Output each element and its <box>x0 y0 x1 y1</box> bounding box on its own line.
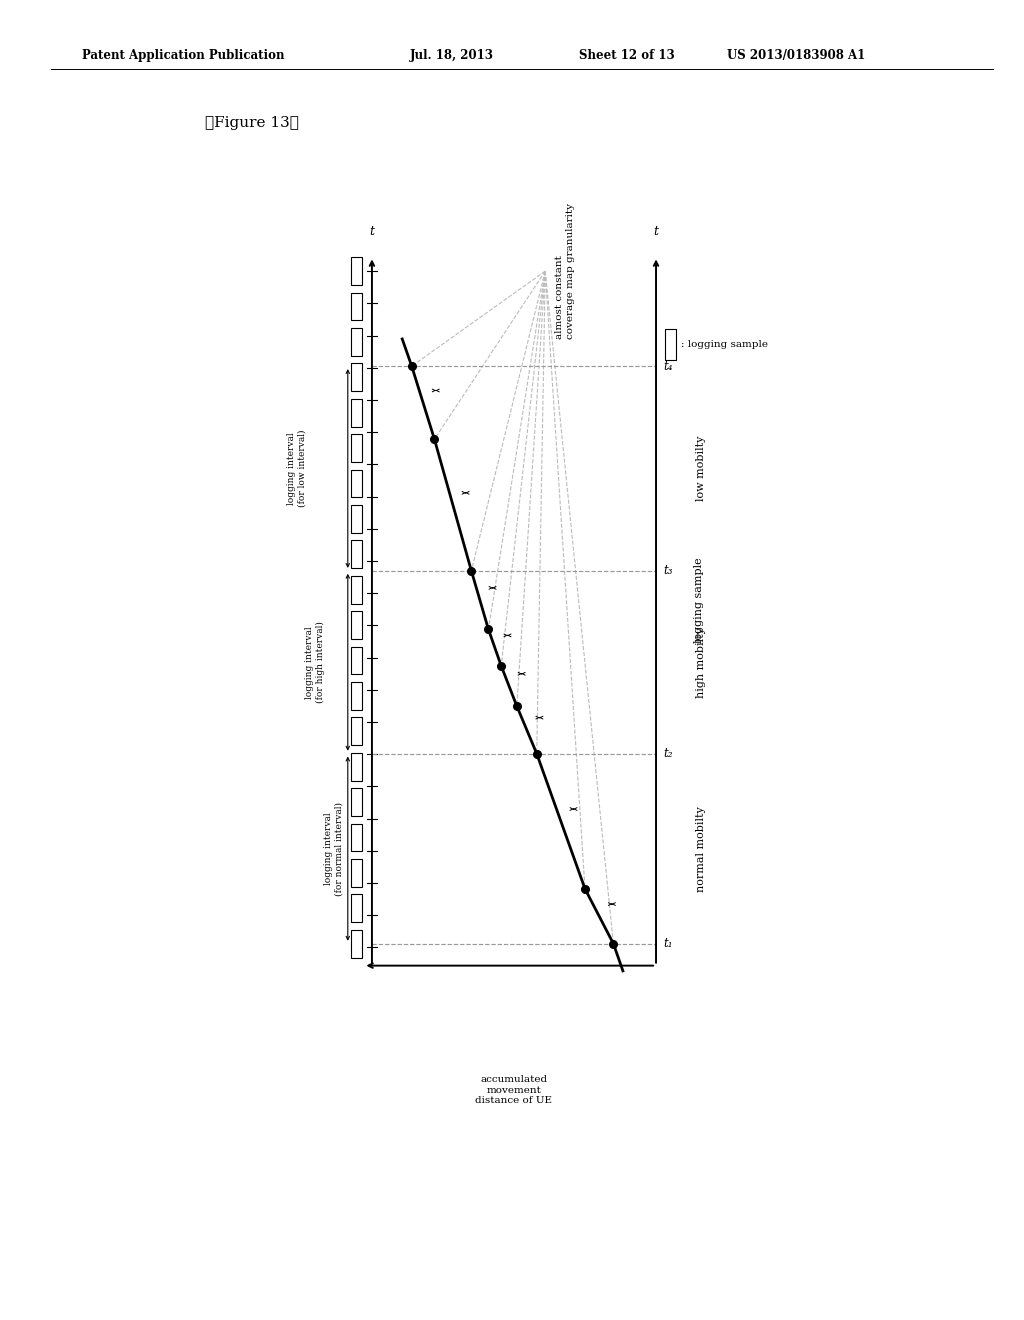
Bar <box>351 506 361 533</box>
Text: t₃: t₃ <box>664 565 673 577</box>
Text: Jul. 18, 2013: Jul. 18, 2013 <box>410 49 494 62</box>
Bar <box>351 327 361 356</box>
Bar <box>351 470 361 498</box>
Bar <box>351 717 361 746</box>
Bar <box>351 647 361 675</box>
Text: almost constant
coverage map granularity: almost constant coverage map granularity <box>555 203 574 339</box>
Text: Sheet 12 of 13: Sheet 12 of 13 <box>579 49 675 62</box>
Text: t: t <box>653 226 658 238</box>
Bar <box>351 682 361 710</box>
Text: US 2013/0183908 A1: US 2013/0183908 A1 <box>727 49 865 62</box>
Text: accumulated
movement
distance of UE: accumulated movement distance of UE <box>475 1076 553 1105</box>
Text: t₁: t₁ <box>664 937 673 950</box>
Text: Patent Application Publication: Patent Application Publication <box>82 49 285 62</box>
Text: logging interval
(for normal interval): logging interval (for normal interval) <box>324 801 343 896</box>
Bar <box>351 540 361 568</box>
Bar <box>665 329 677 359</box>
Text: logging interval
(for high interval): logging interval (for high interval) <box>305 622 325 704</box>
Text: high mobilty: high mobilty <box>696 627 707 698</box>
Bar <box>351 824 361 851</box>
Bar <box>351 399 361 426</box>
Text: : logging sample: : logging sample <box>681 339 768 348</box>
Bar <box>351 859 361 887</box>
Text: 『Figure 13』: 『Figure 13』 <box>205 116 299 131</box>
Bar <box>351 363 361 391</box>
Text: low mobilty: low mobilty <box>696 436 707 502</box>
Text: logging sample: logging sample <box>693 557 703 643</box>
Text: t₄: t₄ <box>664 359 673 372</box>
Bar <box>351 434 361 462</box>
Bar <box>351 576 361 603</box>
Bar <box>351 788 361 816</box>
Text: logging interval
(for low interval): logging interval (for low interval) <box>287 430 306 507</box>
Bar <box>351 752 361 780</box>
Text: t₂: t₂ <box>664 747 673 760</box>
Bar <box>351 257 361 285</box>
Bar <box>351 611 361 639</box>
Text: normal mobilty: normal mobilty <box>696 805 707 891</box>
Bar <box>351 929 361 957</box>
Text: t: t <box>370 226 375 238</box>
Bar <box>351 293 361 321</box>
Bar <box>351 895 361 923</box>
